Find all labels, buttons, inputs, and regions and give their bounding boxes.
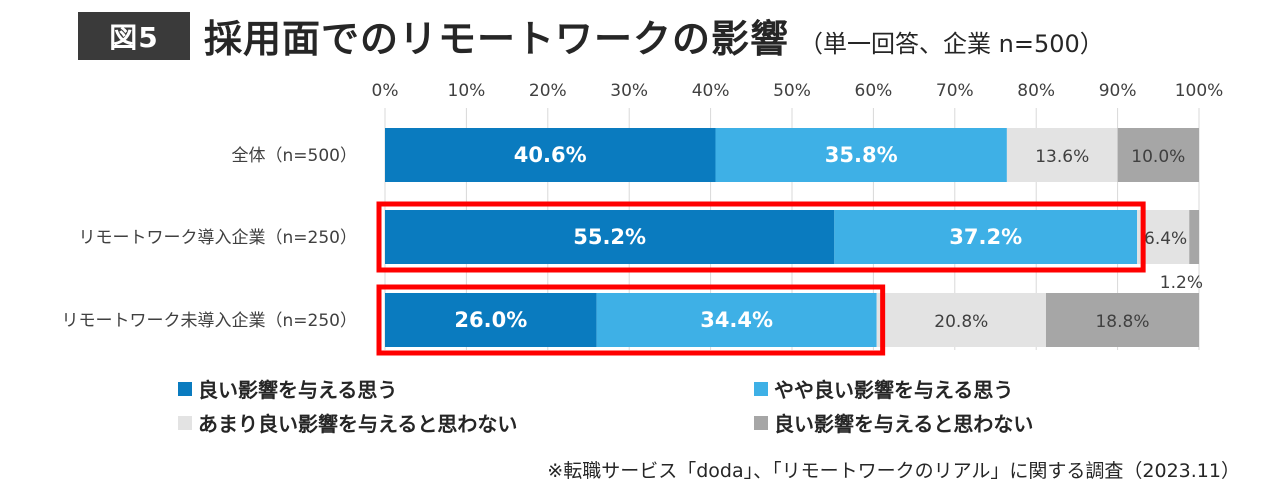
legend-swatch: [178, 415, 192, 430]
x-tick-label: 30%: [610, 81, 648, 101]
bar-segment: [385, 210, 835, 264]
figure-badge: 図5: [78, 12, 190, 60]
x-tick-label: 20%: [529, 81, 567, 101]
bar-segment: [876, 293, 1046, 347]
x-tick-label: 40%: [692, 81, 730, 101]
data-label: 1.2%: [1160, 273, 1203, 293]
data-label: 26.0%: [454, 308, 527, 332]
bar-segment: [1137, 210, 1190, 264]
data-label: 55.2%: [573, 225, 646, 249]
x-tick-label: 60%: [855, 81, 893, 101]
data-label: 20.8%: [934, 312, 988, 332]
source-note: ※転職サービス「doda」、「リモートワークのリアル」に関する調査（2023.1…: [547, 460, 1240, 482]
chart-title-text: 採用面でのリモートワークの影響: [204, 17, 790, 61]
legend-swatch: [178, 381, 192, 396]
legend-swatch: [754, 381, 768, 396]
bar-segment: [834, 210, 1138, 264]
legend-swatch: [754, 415, 768, 430]
category-label: リモートワーク未導入企業（n=250）: [62, 311, 357, 331]
chart-subtitle: （単一回答、企業 n=500）: [799, 30, 1104, 58]
x-tick-label: 0%: [372, 81, 399, 101]
data-label: 35.8%: [825, 143, 898, 167]
data-label: 40.6%: [514, 143, 587, 167]
bar-segment: [1006, 128, 1118, 182]
x-tick-label: 90%: [1099, 81, 1137, 101]
highlight-box: [376, 201, 1146, 273]
data-label: 18.8%: [1095, 312, 1149, 332]
legend-label: 良い影響を与えると思わない: [774, 412, 1034, 436]
legend-label: あまり良い影響を与えると思わない: [198, 412, 518, 436]
bar-segment: [385, 293, 597, 347]
stacked-bar-chart: 0% 10% 20% 30% 40% 50% 60% 70% 80% 90% 100% 全体（n=50…: [62, 81, 1224, 356]
data-label: 6.4%: [1144, 229, 1187, 249]
bar-segment: [1117, 128, 1199, 182]
bar-segment: [1045, 293, 1199, 347]
bar-segment: [385, 128, 716, 182]
x-tick-label: 80%: [1017, 81, 1055, 101]
data-label: 37.2%: [949, 225, 1022, 249]
x-tick-label: 10%: [448, 81, 486, 101]
legend-item: やや良い影響を与える思う: [754, 374, 1013, 403]
data-label: 34.4%: [700, 308, 773, 332]
bar-segment: [1189, 210, 1199, 264]
bar-segment: [715, 128, 1007, 182]
legend-item: 良い影響を与えると思わない: [754, 408, 1033, 437]
legend-item: 良い影響を与える思う: [178, 374, 397, 403]
category-label: 全体（n=500）: [232, 146, 357, 166]
category-label: リモートワーク導入企業（n=250）: [79, 228, 357, 248]
x-tick-label: 100%: [1175, 81, 1224, 101]
chart-title: 採用面でのリモートワークの影響 （単一回答、企業 n=500）: [204, 8, 1104, 63]
legend-item: あまり良い影響を与えると思わない: [178, 408, 517, 437]
legend-label: やや良い影響を与える思う: [774, 378, 1014, 402]
x-tick-label: 50%: [773, 81, 811, 101]
x-tick-label: 70%: [936, 81, 974, 101]
legend-label: 良い影響を与える思う: [198, 378, 398, 402]
data-label: 13.6%: [1035, 147, 1089, 167]
data-label: 10.0%: [1131, 147, 1185, 167]
bar-segment: [596, 293, 877, 347]
highlight-box: [376, 284, 886, 356]
